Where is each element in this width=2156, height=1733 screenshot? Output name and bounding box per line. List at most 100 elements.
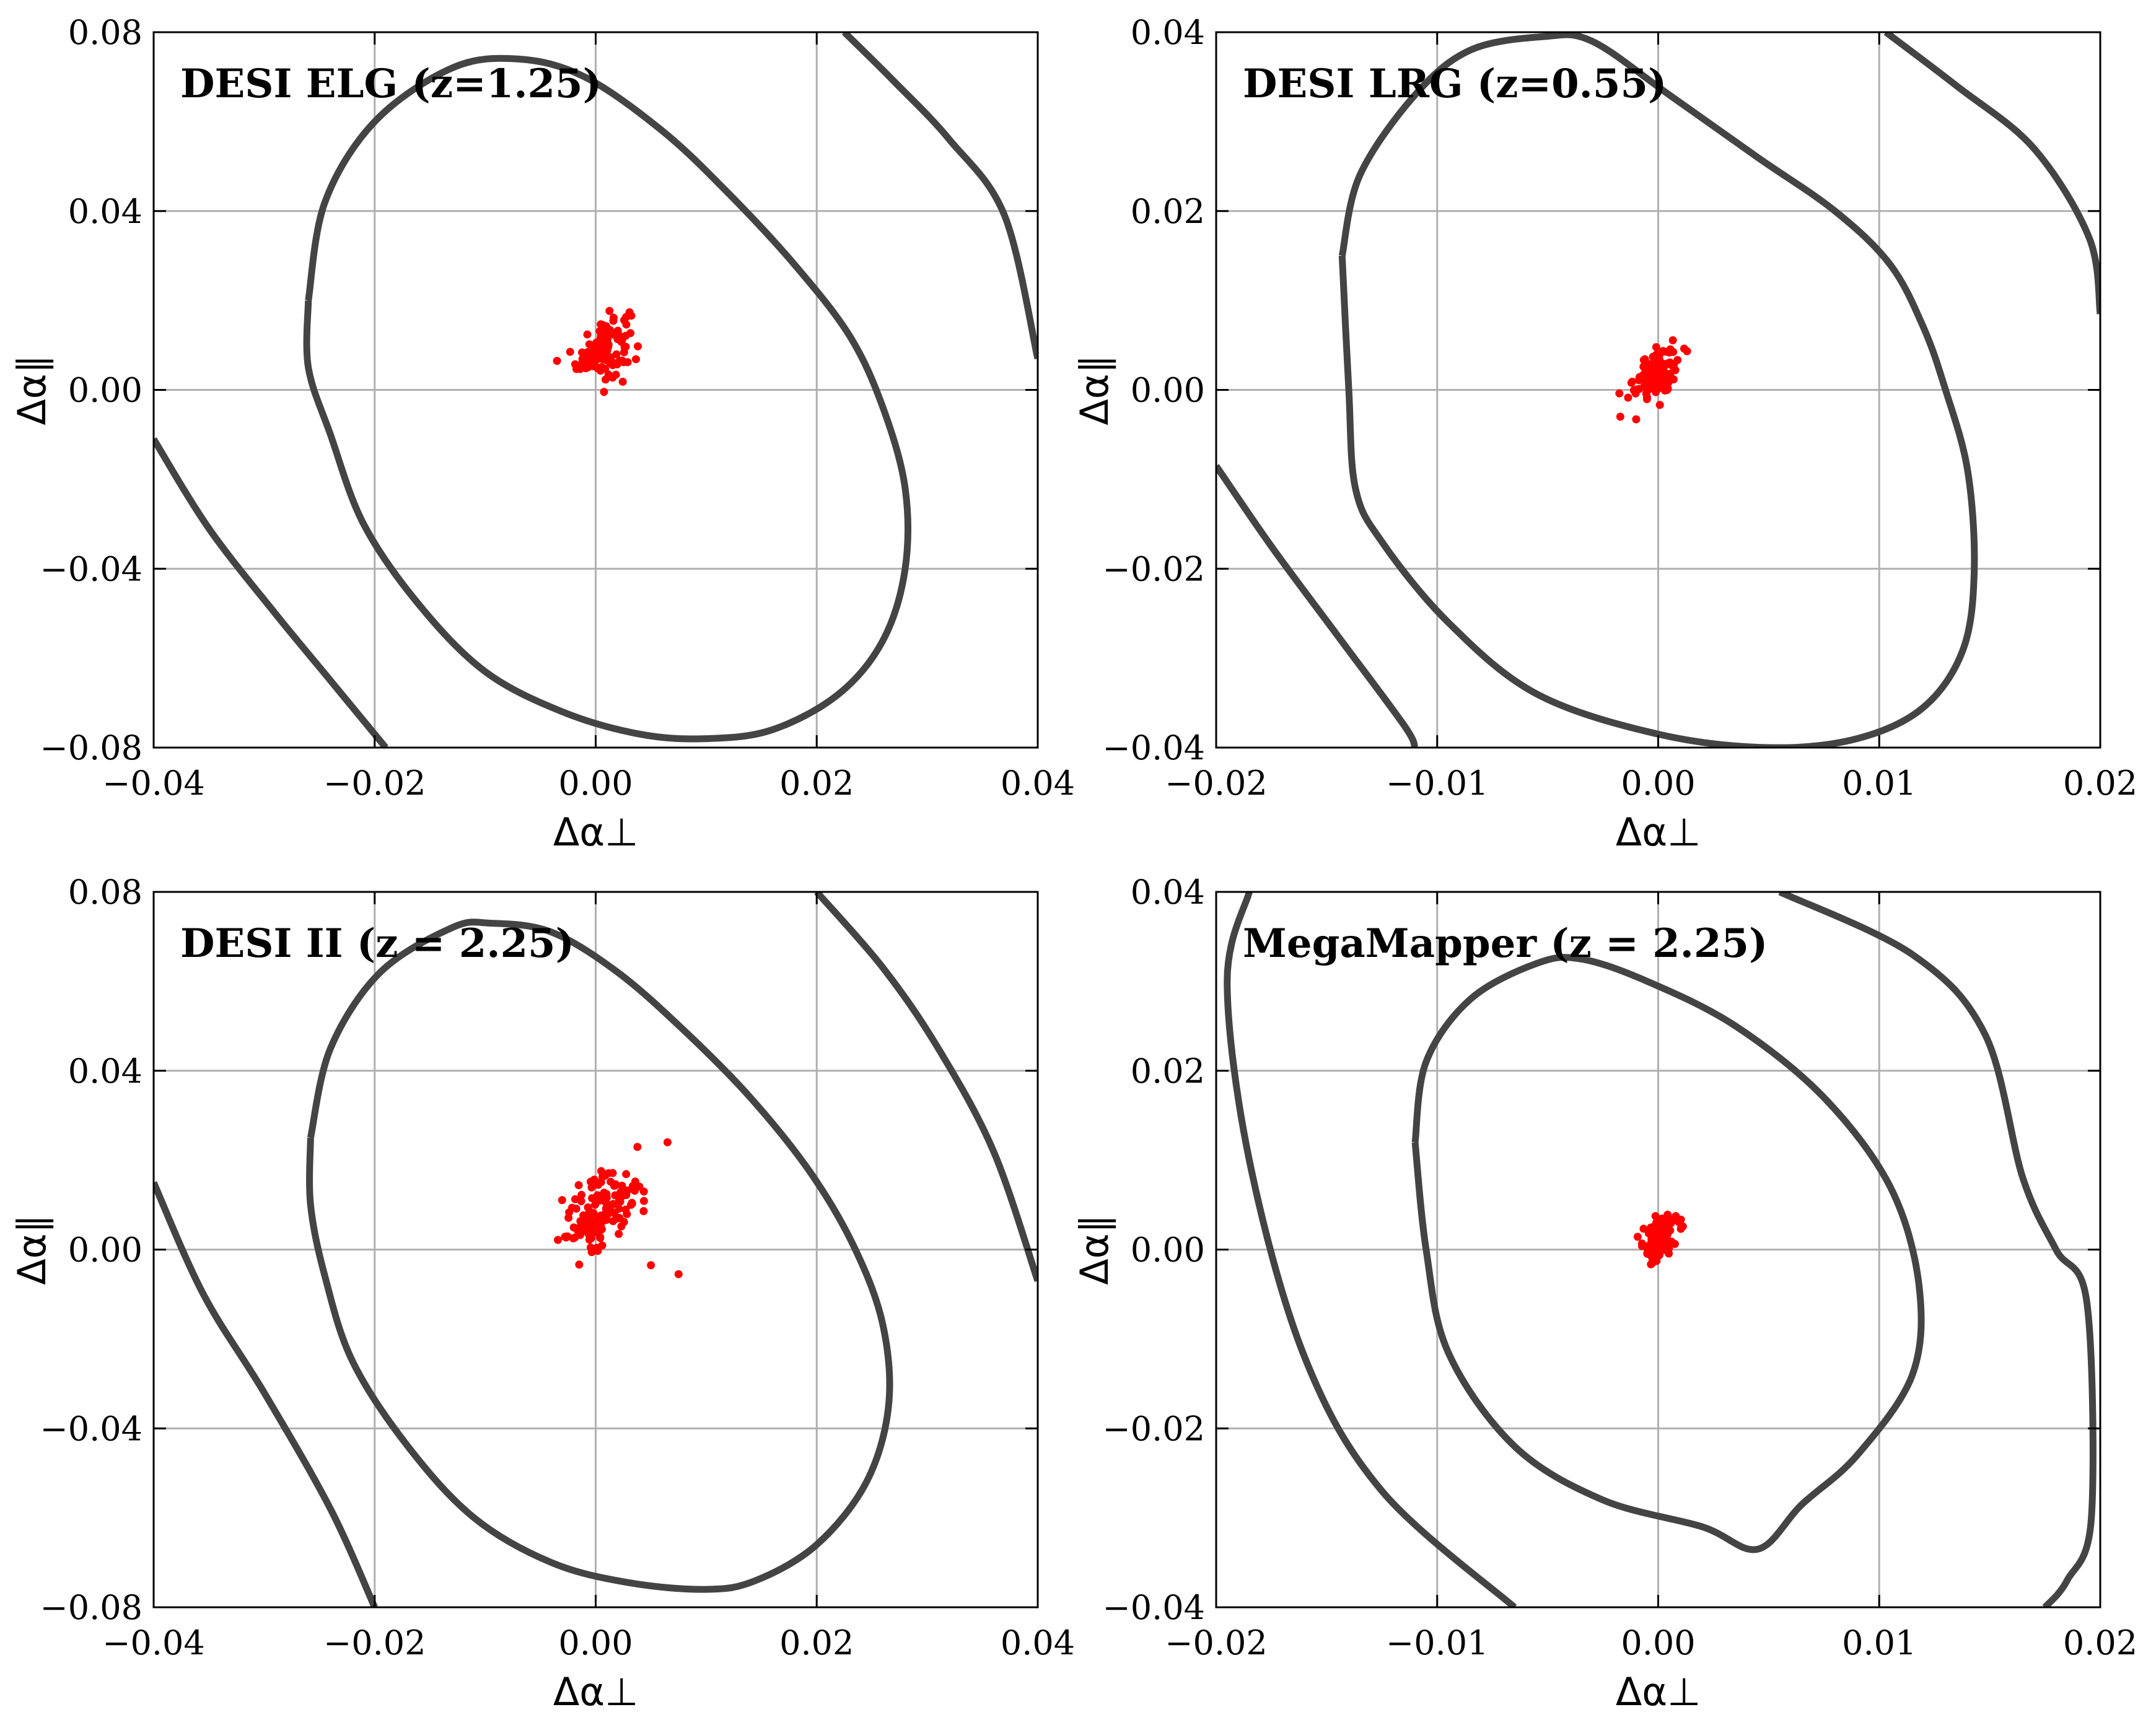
x-tick-label: −0.04 xyxy=(102,1623,204,1662)
scatter-point xyxy=(585,340,594,349)
y-tick-label: −0.04 xyxy=(40,1409,142,1448)
contour-line xyxy=(1778,892,2097,1607)
scatter-point xyxy=(596,346,605,354)
scatter-point xyxy=(1648,359,1657,368)
scatter-point xyxy=(607,353,615,362)
scatter-point xyxy=(1628,377,1637,386)
x-tick-label: 0.00 xyxy=(558,1623,633,1662)
x-tick-label: 0.04 xyxy=(1001,764,1075,803)
scatter-point xyxy=(580,1220,589,1228)
y-axis-label: Δα∥ xyxy=(9,354,55,425)
scatter-point xyxy=(604,343,613,351)
scatter-point xyxy=(605,307,614,315)
scatter-point xyxy=(592,1216,600,1225)
scatter-point xyxy=(600,388,608,396)
y-tick-label: −0.02 xyxy=(1103,1409,1205,1448)
contour-group xyxy=(154,32,1038,748)
scatter-point xyxy=(593,1244,602,1252)
x-tick-label: −0.02 xyxy=(323,764,426,803)
x-tick-label: 0.01 xyxy=(1842,764,1916,803)
scatter-point xyxy=(1639,382,1648,391)
contour-line xyxy=(306,919,893,1593)
scatter-point xyxy=(1663,386,1672,395)
x-axis-label: Δα⊥ xyxy=(553,810,638,855)
panel-desi-elg: −0.04 −0.02 0.00 0.02 0.04−0.08−0.040.000.04… xyxy=(9,13,1075,855)
scatter-point xyxy=(607,1207,616,1216)
scatter-point xyxy=(1673,356,1682,364)
y-tick-label: 0.04 xyxy=(68,192,142,231)
y-tick-label: 0.08 xyxy=(68,13,142,52)
y-tick-label: 0.00 xyxy=(1131,1231,1205,1270)
scatter-point xyxy=(1665,348,1673,357)
scatter-point xyxy=(604,370,613,379)
x-tick-label: 0.01 xyxy=(1842,1623,1916,1662)
y-tick-label: 0.00 xyxy=(68,371,142,410)
y-tick-label: −0.08 xyxy=(40,728,142,767)
scatter-point xyxy=(574,1181,583,1190)
scatter-point xyxy=(569,1234,577,1242)
scatter-point xyxy=(1683,347,1691,356)
scatter-point xyxy=(598,1195,607,1204)
panel-megamapper: −0.02 −0.01 0.00 0.01 0.02−0.04−0.020.000.02… xyxy=(1072,873,2137,1714)
scatter-point xyxy=(609,313,618,322)
scatter-point xyxy=(553,357,561,365)
scatter-point xyxy=(597,352,606,361)
scatter-point xyxy=(615,1191,623,1200)
scatter-point xyxy=(631,1177,639,1186)
x-tick-label: 0.02 xyxy=(779,764,854,803)
scatter-point xyxy=(647,1261,655,1270)
x-tick-label: 0.00 xyxy=(558,764,633,803)
x-tick-label: −0.02 xyxy=(1165,764,1267,803)
scatter-point xyxy=(1624,393,1632,402)
y-tick-label: −0.02 xyxy=(1103,549,1205,588)
scatter-point xyxy=(586,348,595,357)
panel-title: DESI LRG (z=0.55) xyxy=(1243,61,1667,107)
contour-line xyxy=(1338,32,1978,748)
scatter-point xyxy=(1655,401,1664,409)
scatter-point xyxy=(572,365,581,373)
scatter-points xyxy=(553,1138,683,1278)
y-tick-label: 0.08 xyxy=(68,873,142,912)
scatter-point xyxy=(1647,1228,1656,1236)
contour-line xyxy=(1216,464,1419,748)
contour-group xyxy=(1224,892,2097,1607)
scatter-point xyxy=(1647,1259,1656,1268)
scatter-point xyxy=(622,320,631,329)
scatter-points xyxy=(1633,1210,1687,1268)
x-axis-label: Δα⊥ xyxy=(553,1669,638,1714)
scatter-point xyxy=(1676,1215,1685,1224)
scatter-point xyxy=(577,1190,586,1199)
scatter-point xyxy=(1633,1233,1642,1241)
scatter-point xyxy=(663,1138,672,1146)
scatter-point xyxy=(615,1214,624,1223)
scatter-point xyxy=(618,377,627,386)
scatter-point xyxy=(595,337,604,346)
contour-line xyxy=(1224,892,1517,1607)
scatter-point xyxy=(562,1233,571,1241)
x-axis-label: Δα⊥ xyxy=(1616,810,1701,855)
y-tick-label: 0.02 xyxy=(1131,192,1205,231)
scatter-point xyxy=(596,1233,605,1241)
scatter-point xyxy=(1616,413,1624,421)
scatter-point xyxy=(1632,415,1641,424)
scatter-points xyxy=(1615,336,1691,424)
scatter-point xyxy=(621,1205,630,1214)
scatter-point xyxy=(1652,343,1660,351)
scatter-point xyxy=(628,1200,636,1208)
scatter-point xyxy=(1652,388,1660,396)
contour-line xyxy=(841,32,1038,360)
x-tick-label: 0.00 xyxy=(1621,764,1695,803)
contour-line xyxy=(303,55,911,743)
panel-title: DESI ELG (z=1.25) xyxy=(180,61,602,107)
x-tick-label: 0.00 xyxy=(1621,1623,1695,1662)
scatter-point xyxy=(578,354,587,363)
scatter-point xyxy=(1637,1239,1646,1248)
scatter-point xyxy=(1647,1235,1656,1244)
scatter-point xyxy=(1660,1230,1668,1239)
scatter-point xyxy=(584,360,593,369)
scatter-point xyxy=(617,1222,626,1231)
y-axis-label: Δα∥ xyxy=(1072,354,1117,425)
y-tick-label: −0.04 xyxy=(40,549,142,588)
x-axis-label: Δα⊥ xyxy=(1616,1669,1701,1714)
